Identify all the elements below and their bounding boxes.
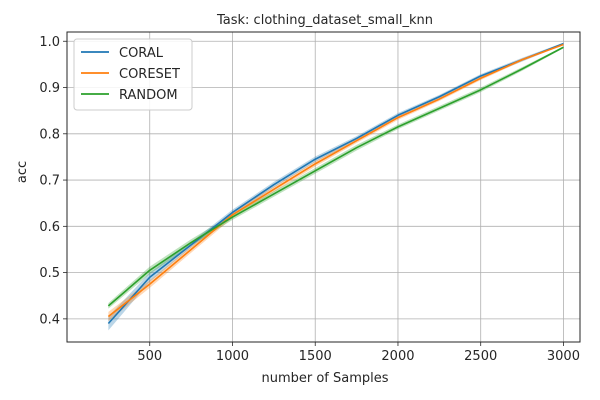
legend-label: CORAL	[119, 46, 164, 61]
series-line-coral	[107, 42, 564, 325]
x-axis-ticks: 500 1000 1500 2000 2500 3000	[137, 342, 580, 364]
grid-lines	[67, 32, 580, 342]
band-random	[108, 46, 564, 309]
y-tick-label: 0.7	[39, 174, 60, 189]
y-axis-title: acc	[15, 161, 30, 183]
x-axis-title: number of Samples	[261, 371, 388, 386]
y-axis-ticks: 0.4 0.5 0.6 0.7 0.8 0.9 1.0	[39, 35, 67, 327]
legend-label: RANDOM	[119, 88, 178, 103]
x-tick-label: 2500	[464, 349, 497, 364]
series-lines	[107, 42, 564, 325]
x-tick-label: 1000	[216, 349, 249, 364]
y-tick-label: 0.4	[39, 312, 60, 327]
series-line-coreset	[107, 43, 564, 318]
y-tick-label: 0.9	[39, 81, 60, 96]
series-line-random	[107, 46, 564, 307]
y-tick-label: 0.6	[39, 220, 60, 235]
legend-label: CORESET	[119, 67, 180, 82]
y-tick-label: 0.5	[39, 266, 60, 281]
x-tick-label: 2000	[381, 349, 414, 364]
confidence-bands	[108, 42, 564, 331]
legend-box	[73, 38, 193, 111]
x-tick-label: 1500	[299, 349, 332, 364]
y-tick-label: 0.8	[39, 127, 60, 142]
x-tick-label: 3000	[547, 349, 580, 364]
plot-frame	[66, 31, 581, 343]
x-tick-label: 500	[137, 349, 162, 364]
y-tick-label: 1.0	[39, 35, 60, 50]
legend: CORAL CORESET RANDOM	[73, 38, 193, 111]
chart-title: Task: clothing_dataset_small_knn	[216, 13, 433, 28]
